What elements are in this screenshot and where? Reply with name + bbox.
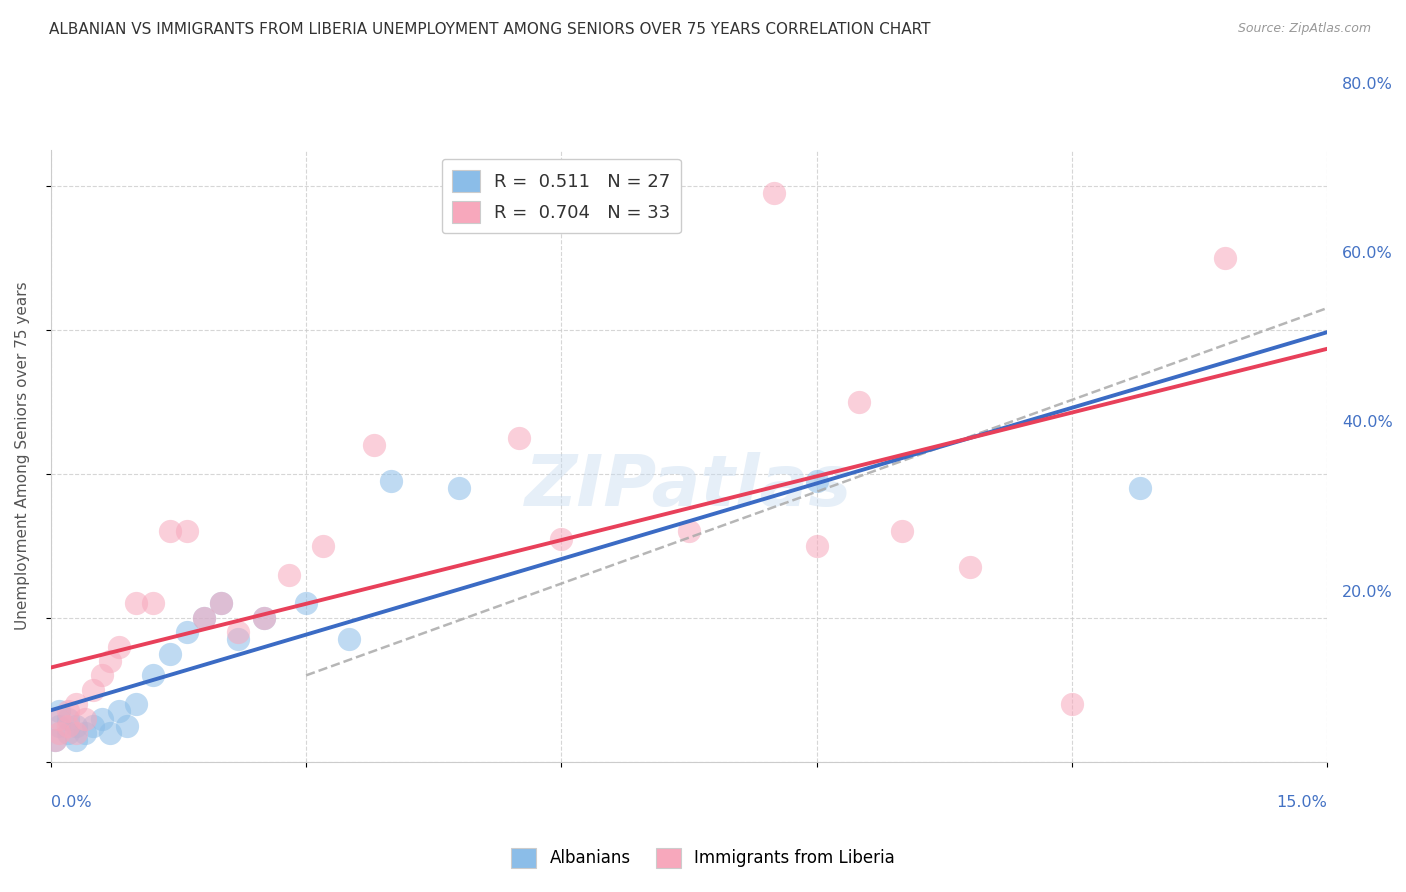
Point: [90, 712, 112, 726]
Point: [125, 596, 148, 610]
Text: 15.0%: 15.0%: [1277, 796, 1327, 811]
Text: 20.0%: 20.0%: [1343, 585, 1393, 599]
Point: [1060, 697, 1083, 711]
Point: [159, 647, 181, 661]
Legend: Albanians, Immigrants from Liberia: Albanians, Immigrants from Liberia: [505, 841, 901, 875]
Text: 0.0%: 0.0%: [51, 796, 91, 811]
Point: [806, 474, 828, 488]
Point: [56, 705, 79, 719]
Point: [48, 726, 70, 740]
Text: ALBANIAN VS IMMIGRANTS FROM LIBERIA UNEMPLOYMENT AMONG SENIORS OVER 75 YEARS COR: ALBANIAN VS IMMIGRANTS FROM LIBERIA UNEM…: [49, 22, 931, 37]
Point: [312, 539, 335, 553]
Point: [209, 596, 232, 610]
Point: [252, 611, 274, 625]
Point: [65, 733, 87, 747]
Point: [44, 733, 66, 747]
Point: [193, 611, 215, 625]
Point: [848, 394, 870, 409]
Point: [278, 567, 301, 582]
Point: [226, 632, 249, 647]
Point: [176, 625, 198, 640]
Point: [1213, 251, 1236, 265]
Point: [678, 524, 700, 539]
Point: [100, 726, 122, 740]
Text: ZIPatlas: ZIPatlas: [526, 452, 852, 521]
Text: Source: ZipAtlas.com: Source: ZipAtlas.com: [1237, 22, 1371, 36]
Y-axis label: Unemployment Among Seniors over 75 years: Unemployment Among Seniors over 75 years: [15, 282, 30, 630]
Point: [108, 705, 131, 719]
Point: [363, 438, 385, 452]
Point: [48, 712, 70, 726]
Point: [125, 697, 148, 711]
Point: [82, 682, 104, 697]
Point: [449, 481, 471, 495]
Point: [65, 726, 87, 740]
Point: [82, 719, 104, 733]
Point: [226, 625, 249, 640]
Point: [65, 697, 87, 711]
Point: [48, 719, 70, 733]
Point: [100, 654, 122, 668]
Point: [193, 611, 215, 625]
Text: 80.0%: 80.0%: [1343, 77, 1393, 92]
Point: [380, 474, 402, 488]
Point: [763, 186, 786, 200]
Point: [142, 668, 165, 682]
Point: [73, 726, 96, 740]
Point: [252, 611, 274, 625]
Point: [117, 719, 139, 733]
Point: [56, 712, 79, 726]
Point: [890, 524, 912, 539]
Point: [90, 668, 112, 682]
Point: [108, 640, 131, 654]
Point: [44, 733, 66, 747]
Point: [295, 596, 318, 610]
Text: 40.0%: 40.0%: [1343, 416, 1393, 431]
Point: [73, 712, 96, 726]
Text: 60.0%: 60.0%: [1343, 246, 1393, 261]
Point: [56, 719, 79, 733]
Point: [176, 524, 198, 539]
Point: [65, 719, 87, 733]
Point: [337, 632, 360, 647]
Legend: R =  0.511   N = 27, R =  0.704   N = 33: R = 0.511 N = 27, R = 0.704 N = 33: [441, 159, 681, 234]
Point: [209, 596, 232, 610]
Point: [959, 560, 981, 574]
Point: [142, 596, 165, 610]
Point: [48, 705, 70, 719]
Point: [159, 524, 181, 539]
Point: [550, 532, 572, 546]
Point: [1129, 481, 1152, 495]
Point: [806, 539, 828, 553]
Point: [508, 431, 530, 445]
Point: [56, 726, 79, 740]
